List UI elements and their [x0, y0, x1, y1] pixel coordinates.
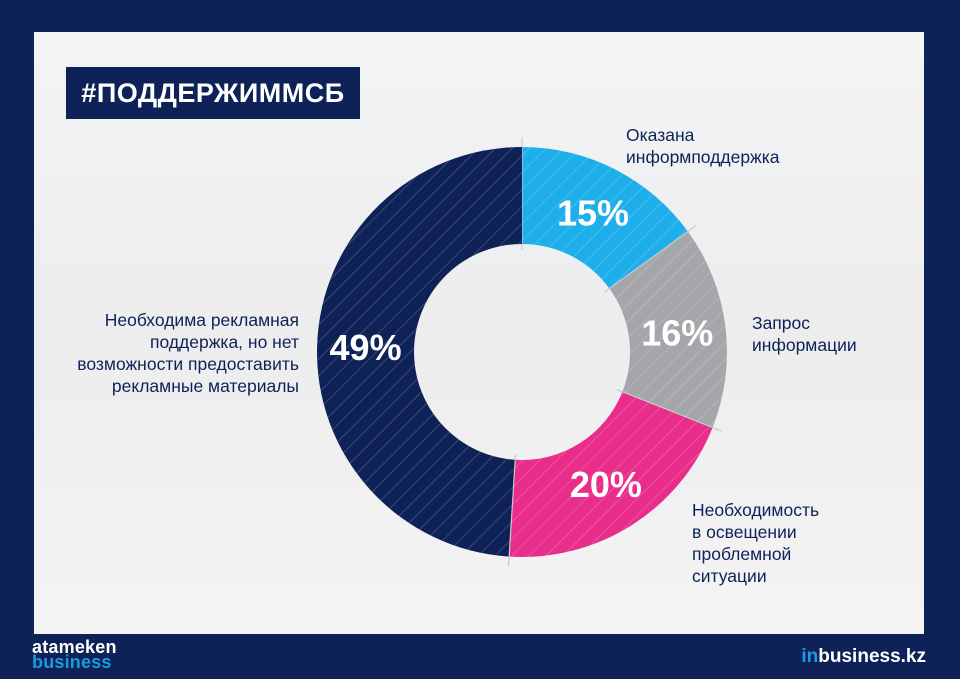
value-label-problem-coverage: 20% — [570, 464, 642, 505]
label-advertising-support: Необходима рекламная поддержка, но нет в… — [77, 310, 299, 396]
slice-divider — [604, 225, 697, 293]
label-informational-support: Оказана информподдержка — [626, 125, 780, 167]
slice-hatch-advertising-support — [317, 147, 522, 557]
value-label-informational-support: 15% — [557, 193, 629, 234]
slice-hatch-informational-support — [522, 147, 688, 289]
slice-divider — [616, 388, 723, 432]
atameken-business-logo: atameken business — [32, 637, 117, 672]
label-problem-coverage: Необходимость в освещении проблемной сит… — [692, 500, 820, 586]
chart-card: #ПОДДЕРЖИММСБ 15% 16% 20% 49% Оказана инфор… — [34, 32, 924, 634]
value-label-advertising-support: 49% — [330, 327, 402, 368]
slice-hatch-problem-coverage — [509, 391, 713, 557]
inbusiness-logo: inbusiness.kz — [801, 646, 926, 667]
donut-chart: 15% 16% 20% 49% — [317, 137, 727, 567]
label-information-request: Запрос информации — [752, 313, 857, 355]
value-label-information-request: 16% — [641, 312, 713, 353]
slice-hatch-information-request — [609, 231, 727, 428]
hashtag-banner: #ПОДДЕРЖИММСБ — [66, 67, 360, 119]
slice-divider — [507, 453, 517, 567]
